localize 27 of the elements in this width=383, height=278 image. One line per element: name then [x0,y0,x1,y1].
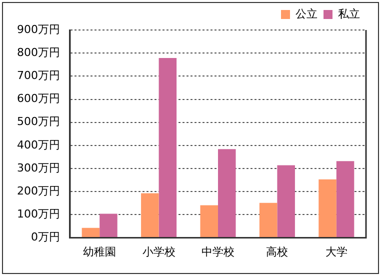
y-tick-label: 800万円 [16,46,60,59]
bar [336,161,354,238]
y-tick-label: 400万円 [16,138,60,152]
y-tick-label: 100万円 [16,208,60,221]
x-tick-label: 大学 [325,245,348,258]
y-tick-label: 0万円 [30,230,60,244]
y-tick-label: 500万円 [16,115,60,128]
x-tick-label: 高校 [266,245,288,258]
x-tick-label: 小学校 [142,245,176,258]
bar [277,165,295,238]
bar [200,205,218,238]
y-tick-label: 700万円 [16,69,60,82]
legend-label: 公立 [296,7,318,20]
bar [100,214,118,238]
bar [259,202,278,238]
bar [141,193,159,238]
x-tick-label: 中学校 [202,245,234,258]
y-tick-label: 200万円 [16,184,60,198]
bar [318,179,336,238]
bar [82,228,100,238]
bar [218,149,236,238]
y-tick-label: 600万円 [16,92,60,106]
x-tick-label: 幼稚園 [83,245,116,258]
y-tick-label: 900万円 [16,22,60,36]
legend-label: 私立 [338,7,360,20]
bar [158,58,177,238]
y-tick-label: 300万円 [16,161,60,174]
